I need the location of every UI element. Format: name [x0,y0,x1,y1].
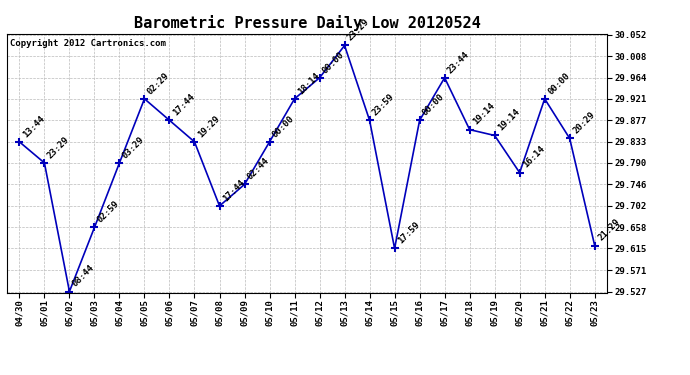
Text: 02:44: 02:44 [246,156,271,182]
Title: Barometric Pressure Daily Low 20120524: Barometric Pressure Daily Low 20120524 [134,15,480,31]
Text: 18:14: 18:14 [296,70,322,96]
Text: 02:59: 02:59 [96,199,121,225]
Text: 19:14: 19:14 [496,107,522,133]
Text: 00:00: 00:00 [421,92,446,117]
Text: 20:29: 20:29 [571,110,596,136]
Text: 17:44: 17:44 [221,178,246,203]
Text: 02:29: 02:29 [146,70,171,96]
Text: 13:44: 13:44 [21,114,46,139]
Text: 17:59: 17:59 [396,220,422,246]
Text: 17:44: 17:44 [171,92,196,117]
Text: 00:00: 00:00 [271,114,296,139]
Text: 03:29: 03:29 [121,135,146,160]
Text: 00:00: 00:00 [546,70,571,96]
Text: 23:29: 23:29 [346,17,371,43]
Text: 08:44: 08:44 [71,263,96,289]
Text: 19:29: 19:29 [196,114,221,139]
Text: 16:14: 16:14 [521,144,546,170]
Text: Copyright 2012 Cartronics.com: Copyright 2012 Cartronics.com [10,39,166,48]
Text: 00:00: 00:00 [321,50,346,75]
Text: 23:29: 23:29 [46,135,71,160]
Text: 19:14: 19:14 [471,102,496,127]
Text: 21:29: 21:29 [596,217,622,243]
Text: 23:59: 23:59 [371,92,396,117]
Text: 23:44: 23:44 [446,50,471,75]
